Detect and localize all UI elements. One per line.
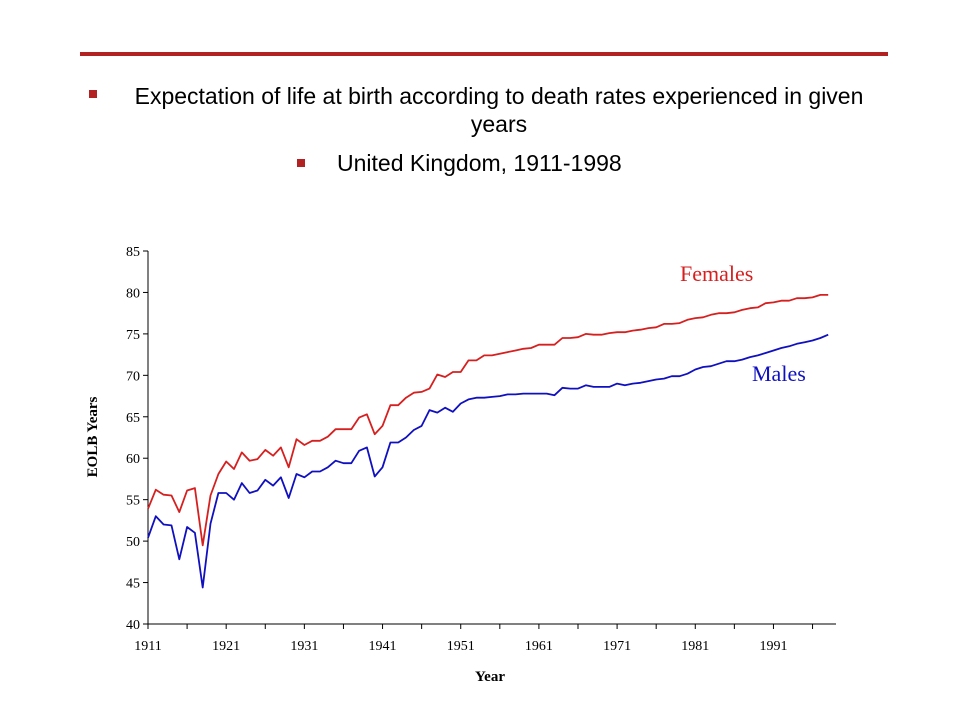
y-axis-title: EOLB Years bbox=[85, 396, 101, 477]
bullet-square-icon bbox=[89, 90, 97, 98]
series-layer bbox=[147, 293, 829, 589]
x-tick-label: 1911 bbox=[134, 639, 161, 654]
y-tick-label: 65 bbox=[126, 411, 140, 426]
x-tick-label: 1971 bbox=[603, 639, 631, 654]
y-tick-label: 60 bbox=[126, 452, 140, 467]
series-line-females bbox=[147, 293, 829, 547]
series-label-females: Females bbox=[680, 261, 753, 286]
x-tick-label: 1981 bbox=[681, 639, 709, 654]
series-label-males: Males bbox=[752, 361, 806, 386]
region-period-text: United Kingdom, 1911-1998 bbox=[337, 150, 622, 176]
x-tick-label: 1961 bbox=[525, 639, 553, 654]
y-tick-label: 75 bbox=[126, 328, 140, 343]
x-tick-label: 1951 bbox=[447, 639, 475, 654]
series-line-males bbox=[147, 333, 829, 589]
axes: 40 45 50 55 60 65 70 75 80 85 1911 1921 1931 1941 1951… bbox=[126, 245, 836, 654]
y-tick-label: 85 bbox=[126, 245, 140, 260]
top-rule bbox=[80, 52, 888, 56]
x-tick-label: 1941 bbox=[369, 639, 397, 654]
y-tick-label: 45 bbox=[126, 577, 140, 592]
x-tick-label: 1931 bbox=[290, 639, 318, 654]
x-axis-title: Year bbox=[475, 669, 505, 685]
y-tick-label: 80 bbox=[126, 286, 140, 301]
bullet-square-icon bbox=[297, 159, 305, 167]
y-tick-label: 40 bbox=[126, 618, 140, 633]
y-tick-label: 50 bbox=[126, 535, 140, 550]
x-tick-label: 1991 bbox=[759, 639, 787, 654]
x-tick-label: 1921 bbox=[212, 639, 240, 654]
subtitle-text: Expectation of life at birth according t… bbox=[134, 83, 864, 137]
y-tick-label: 55 bbox=[126, 494, 140, 509]
y-tick-label: 70 bbox=[126, 369, 140, 384]
